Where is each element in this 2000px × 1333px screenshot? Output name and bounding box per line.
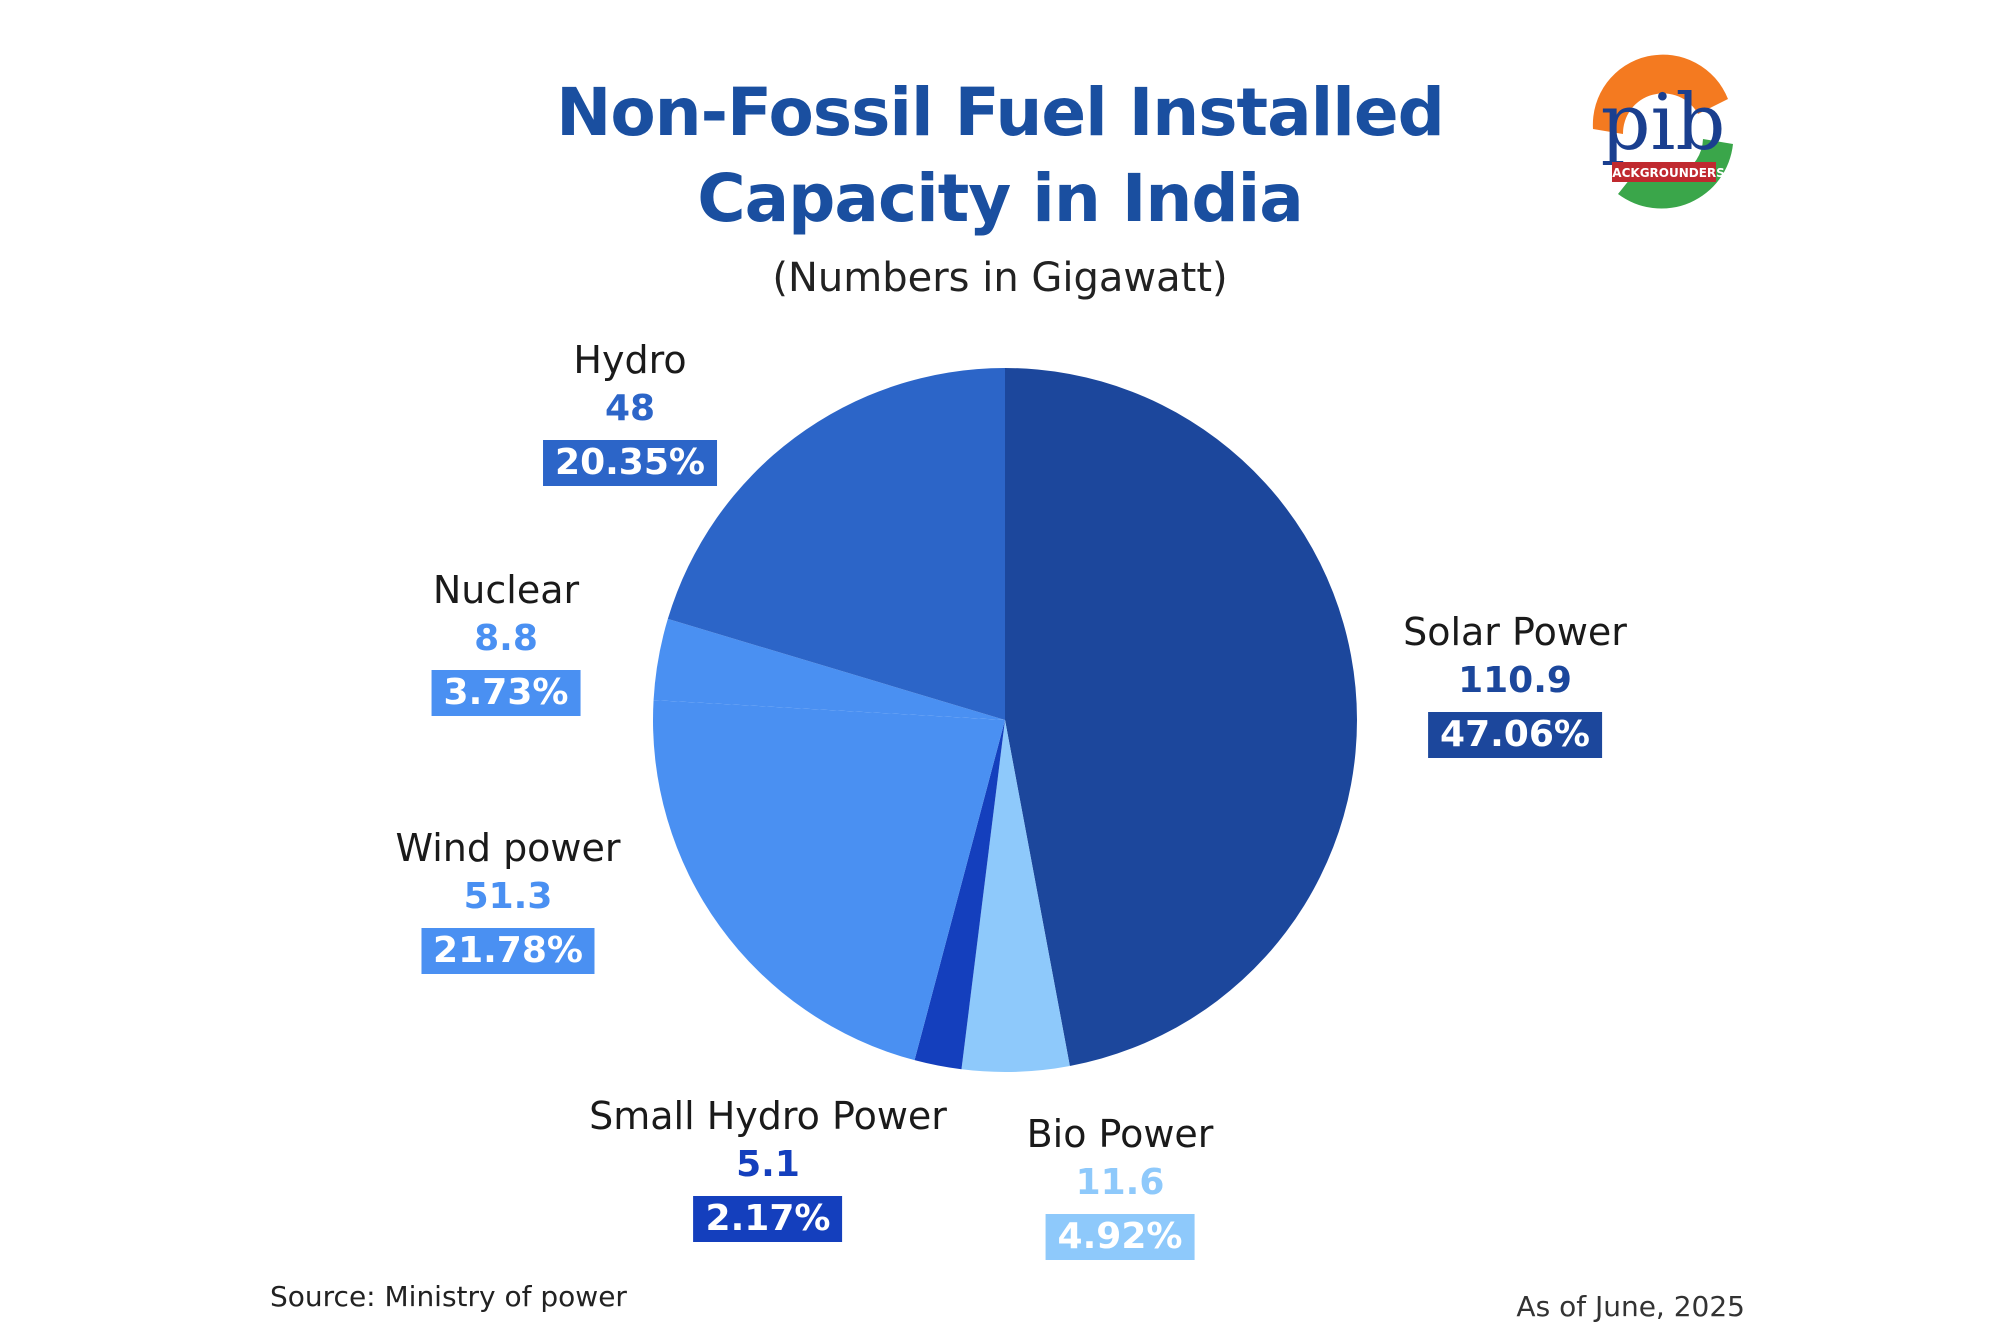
label-bio-power: Bio Power 11.6 4.92% xyxy=(1026,1110,1214,1260)
title-line-2: Capacity in India xyxy=(697,160,1304,237)
logo-badge: BACKGROUNDERS xyxy=(1603,166,1725,180)
slice-value-bio: 11.6 xyxy=(1075,1162,1165,1203)
slice-label-small-hydro: Small Hydro Power xyxy=(589,1094,947,1138)
label-wind-power: Wind power 51.3 21.78% xyxy=(395,824,621,974)
slice-percent-wind: 21.78% xyxy=(421,928,595,974)
pie-slice-wind-power xyxy=(653,700,1005,1061)
pie-slice-bio-power xyxy=(961,720,1070,1072)
slice-value-small-hydro: 5.1 xyxy=(736,1144,800,1185)
chart-subtitle: (Numbers in Gigawatt) xyxy=(772,255,1228,301)
pie-slice-small-hydro-power xyxy=(914,720,1005,1070)
slice-percent-hydro: 20.35% xyxy=(543,440,717,486)
slice-label-solar: Solar Power xyxy=(1403,610,1627,654)
slice-label-bio: Bio Power xyxy=(1026,1112,1214,1156)
chart-title: Non-Fossil Fuel Installed Capacity in In… xyxy=(0,70,2000,242)
slice-label-nuclear: Nuclear xyxy=(432,568,580,612)
source-note: Source: Ministry of power xyxy=(270,1280,627,1313)
as-of-date: As of June, 2025 xyxy=(1516,1290,1745,1323)
slice-label-wind: Wind power xyxy=(395,826,621,870)
slice-percent-bio: 4.92% xyxy=(1045,1214,1195,1260)
slice-value-wind: 51.3 xyxy=(463,876,553,917)
logo-text: pib xyxy=(1601,78,1726,168)
title-line-1: Non-Fossil Fuel Installed xyxy=(556,74,1445,151)
label-solar-power: Solar Power 110.9 47.06% xyxy=(1403,608,1627,758)
label-hydro: Hydro 48 20.35% xyxy=(543,336,717,486)
slice-percent-solar: 47.06% xyxy=(1428,712,1602,758)
slice-value-nuclear: 8.8 xyxy=(474,618,538,659)
slice-value-hydro: 48 xyxy=(604,388,656,429)
pie-slice-hydro xyxy=(667,368,1005,720)
label-nuclear: Nuclear 8.8 3.73% xyxy=(431,566,581,716)
slice-label-hydro: Hydro xyxy=(573,338,687,382)
pie-slice-nuclear xyxy=(653,618,1005,720)
pib-logo-icon: pib BACKGROUNDERS xyxy=(1578,44,1748,214)
slice-value-solar: 110.9 xyxy=(1458,660,1572,701)
label-small-hydro-power: Small Hydro Power 5.1 2.17% xyxy=(589,1092,947,1242)
pie-slice-solar-power xyxy=(1005,368,1358,1066)
slice-percent-small-hydro: 2.17% xyxy=(693,1196,843,1242)
slice-percent-nuclear: 3.73% xyxy=(431,670,581,716)
